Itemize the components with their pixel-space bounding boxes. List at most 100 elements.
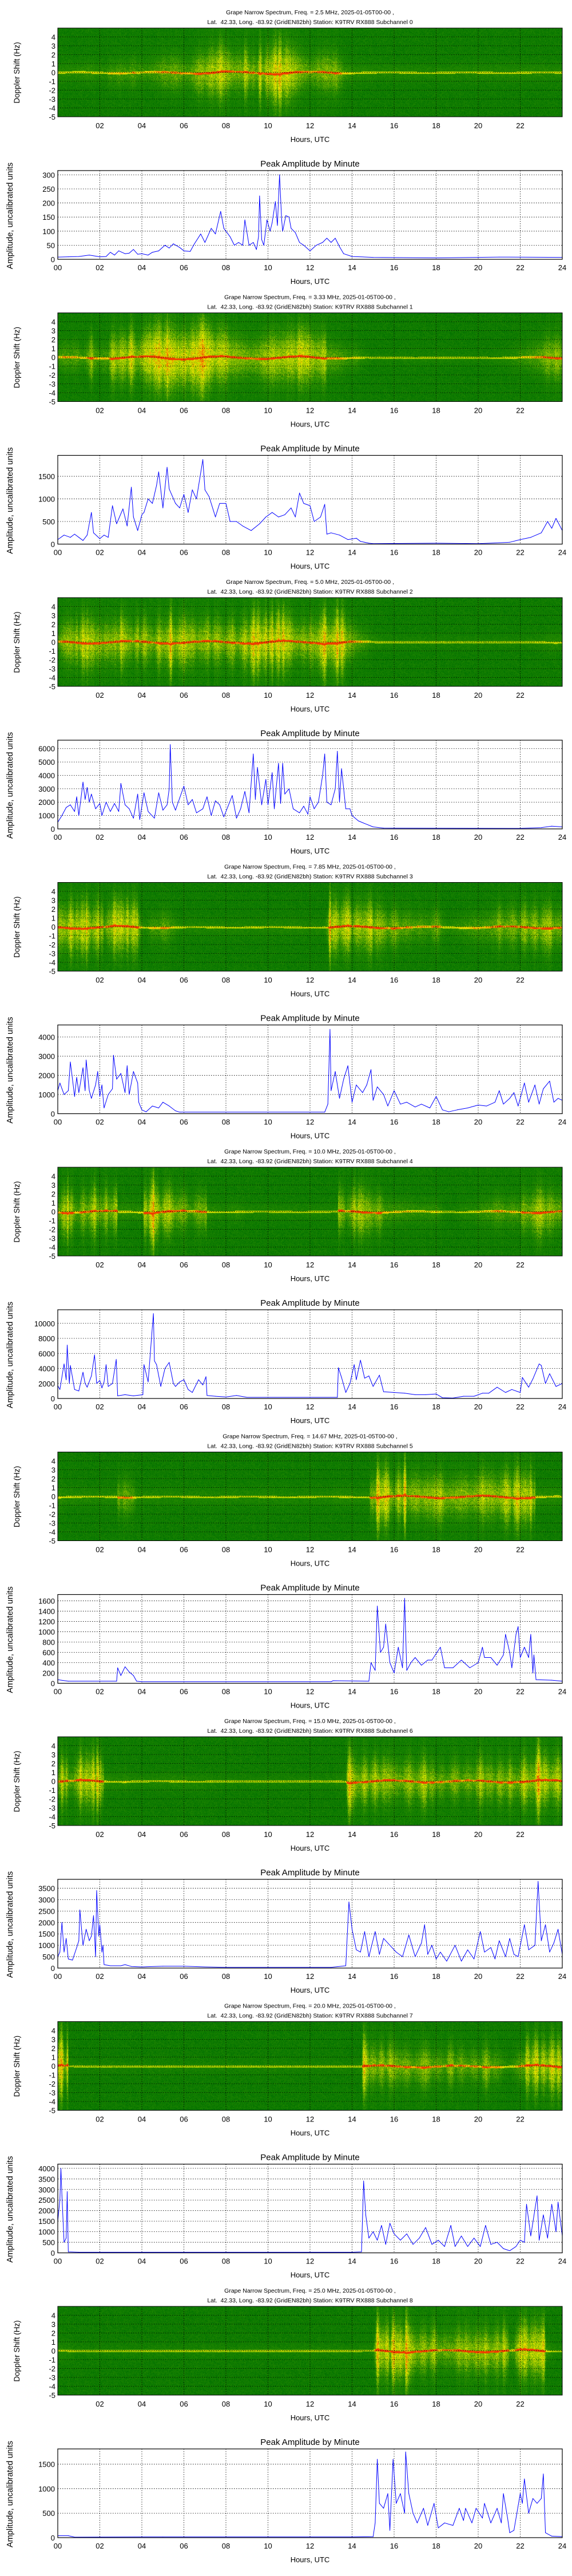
data-point xyxy=(392,2459,394,2460)
data-point xyxy=(404,2512,405,2514)
data-point xyxy=(503,1654,504,1656)
data-point xyxy=(234,244,235,246)
x-tick-label: 22 xyxy=(516,833,524,841)
data-point xyxy=(202,459,204,460)
y-tick-label: 4000 xyxy=(38,1033,55,1042)
data-point xyxy=(324,504,325,505)
y-tick-label: 0 xyxy=(51,1208,55,1216)
x-tick-label: 22 xyxy=(516,1688,524,1696)
data-point xyxy=(496,2242,498,2243)
x-tick-label: 18 xyxy=(432,1402,440,1411)
y-tick-label: -4 xyxy=(49,958,55,967)
data-point xyxy=(463,2520,464,2521)
data-point xyxy=(154,817,155,819)
data-point xyxy=(278,762,279,764)
y-tick-label: 3500 xyxy=(38,1884,55,1893)
x-tick-label: 02 xyxy=(96,1830,104,1839)
y-tick-label: -4 xyxy=(49,104,55,113)
y-tick-label: -3 xyxy=(49,1804,55,1812)
x-tick-label: 04 xyxy=(138,1118,146,1127)
x-tick-label: 08 xyxy=(222,1830,230,1839)
spectrogram-grid xyxy=(58,313,562,402)
y-tick-label: -1 xyxy=(49,1786,55,1795)
y-tick-label: -2 xyxy=(49,941,55,949)
y-tick-label: 0 xyxy=(51,1777,55,1786)
y-tick-label: 100 xyxy=(42,227,55,236)
y-tick-label: -4 xyxy=(49,389,55,397)
x-axis-label: Hours, UTC xyxy=(291,562,330,571)
data-point xyxy=(345,1392,346,1393)
spectrogram-title: Grape Narrow Spectrum, Freq. = 3.33 MHz,… xyxy=(224,294,396,301)
x-tick-label: 24 xyxy=(558,1972,566,1981)
x-tick-label: 10 xyxy=(264,1118,272,1127)
data-point xyxy=(67,2535,69,2537)
data-point xyxy=(175,503,176,504)
x-tick-label: 20 xyxy=(474,1972,482,1981)
x-tick-label: 02 xyxy=(96,1118,104,1127)
y-tick-label: -5 xyxy=(49,113,55,121)
data-point xyxy=(478,1662,479,1663)
line-grid xyxy=(58,171,562,259)
spectrogram-grid xyxy=(58,1452,562,1541)
data-point xyxy=(349,1383,351,1384)
line-plot-frame xyxy=(57,1594,563,1684)
line-grid xyxy=(58,2449,562,2538)
data-point xyxy=(360,1951,361,1953)
y-tick-label: 4 xyxy=(51,2312,55,2320)
data-point xyxy=(94,1354,95,1356)
y-tick-label: -4 xyxy=(49,2383,55,2391)
data-point xyxy=(360,1360,361,1361)
data-point xyxy=(555,518,557,519)
x-tick-label: 08 xyxy=(222,1261,230,1269)
data-point xyxy=(309,796,311,797)
x-tick-label: 08 xyxy=(222,2400,230,2408)
x-tick-label: 06 xyxy=(180,2257,188,2266)
y-tick-label: 4000 xyxy=(38,2164,55,2173)
y-tick-label: 0 xyxy=(51,1680,55,1688)
y-tick-label: -5 xyxy=(49,2391,55,2400)
y-tick-label: 0 xyxy=(51,1110,55,1119)
line-plot-frame xyxy=(57,1309,563,1399)
data-point xyxy=(114,803,115,804)
data-point xyxy=(339,801,340,803)
line-plot-frame xyxy=(57,740,563,829)
line-chart-title: Peak Amplitude by Minute xyxy=(260,1583,359,1593)
data-point xyxy=(285,215,287,216)
x-tick-label: 12 xyxy=(306,548,314,557)
y-axis-label: Amplitude, uncalibrated units xyxy=(6,1871,15,1978)
x-tick-label: 16 xyxy=(390,976,398,985)
x-tick-label: 00 xyxy=(54,1972,62,1981)
data-point xyxy=(341,768,342,769)
data-point xyxy=(541,827,542,828)
line-grid xyxy=(58,2164,562,2253)
line-plot-frame xyxy=(57,170,563,260)
y-tick-label: 2 xyxy=(51,2329,55,2338)
x-tick-label: 20 xyxy=(474,976,482,985)
data-point xyxy=(240,808,241,809)
x-tick-label: 18 xyxy=(432,1830,440,1839)
data-point xyxy=(335,1071,336,1072)
x-axis-label: Hours, UTC xyxy=(291,2555,330,2564)
y-tick-label: 3000 xyxy=(38,1895,55,1904)
x-axis-label: Hours, UTC xyxy=(291,1416,330,1425)
y-tick-label: -2 xyxy=(49,1226,55,1234)
x-tick-label: 12 xyxy=(306,2400,314,2408)
spectrogram-grid xyxy=(58,28,562,117)
x-tick-label: 16 xyxy=(390,1402,398,1411)
line-plot-frame xyxy=(57,2448,563,2538)
x-tick-label: 00 xyxy=(54,1118,62,1127)
y-axis-label: Doppler Shift (Hz) xyxy=(13,1751,21,1812)
y-tick-label: 3000 xyxy=(38,785,55,793)
spectrogram-frame xyxy=(57,2306,563,2396)
data-point xyxy=(505,1392,506,1393)
y-tick-label: 4 xyxy=(51,1742,55,1751)
y-tick-label: -2 xyxy=(49,1795,55,1804)
y-tick-label: 1500 xyxy=(38,2217,55,2226)
x-tick-label: 10 xyxy=(264,1972,272,1981)
x-tick-label: 20 xyxy=(474,1118,482,1127)
x-tick-label: 10 xyxy=(264,2542,272,2550)
y-tick-label: 2 xyxy=(51,2044,55,2053)
y-tick-label: 0 xyxy=(51,540,55,549)
y-tick-label: 1 xyxy=(51,2053,55,2062)
